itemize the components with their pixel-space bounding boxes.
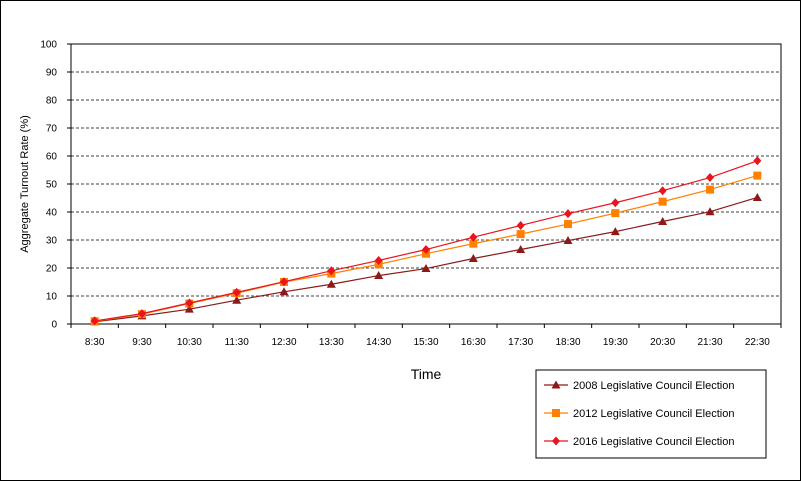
legend-label-2012: 2012 Legislative Council Election <box>573 408 734 420</box>
data-point <box>706 173 714 183</box>
x-tick-label: 10:30 <box>177 337 202 348</box>
legend-marker-2008 <box>551 380 561 389</box>
data-point <box>564 209 572 219</box>
data-point <box>326 279 336 288</box>
legend: 2008 Legislative Council Election 2012 L… <box>535 369 767 459</box>
legend-box <box>535 369 767 459</box>
y-tick-label: 90 <box>46 68 58 79</box>
x-tick-label: 9:30 <box>132 337 152 348</box>
y-tick-label: 60 <box>46 152 58 163</box>
series-layer <box>90 156 762 326</box>
y-tick-label: 100 <box>40 40 57 51</box>
data-point <box>279 287 289 296</box>
legend-entry-2012: 2012 Legislative Council Election <box>544 408 734 420</box>
y-tick-label: 80 <box>46 96 58 107</box>
legend-label-2008: 2008 Legislative Council Election <box>573 380 734 392</box>
x-tick-label: 20:30 <box>650 337 675 348</box>
x-tick-label: 13:30 <box>319 337 344 348</box>
legend-marker-2016 <box>552 436 560 446</box>
data-point <box>563 236 573 245</box>
legend-entry-2016: 2016 Legislative Council Election <box>544 436 734 448</box>
data-point <box>658 197 667 206</box>
x-tick-label: 21:30 <box>697 337 722 348</box>
y-tick-label: 0 <box>51 320 57 331</box>
x-tick-label: 17:30 <box>508 337 533 348</box>
x-tick-label: 11:30 <box>225 337 250 348</box>
x-tick-label: 22:30 <box>745 337 770 348</box>
x-tick-label: 16:30 <box>461 337 486 348</box>
data-point <box>516 230 525 239</box>
y-tick-label: 20 <box>46 264 58 275</box>
data-point <box>658 186 667 196</box>
data-point <box>564 220 572 229</box>
data-point <box>232 287 241 297</box>
x-tick-label: 14:30 <box>366 337 391 348</box>
data-point <box>138 309 146 319</box>
x-tick-label: 19:30 <box>603 337 628 348</box>
x-tick-label: 15:30 <box>413 337 438 348</box>
y-tick-label: 30 <box>46 236 58 247</box>
data-point <box>280 277 288 287</box>
data-point <box>516 220 525 230</box>
x-tick-label: 12:30 <box>271 337 296 348</box>
y-tick-label: 40 <box>46 208 58 219</box>
data-point <box>611 198 620 208</box>
data-point <box>469 239 478 248</box>
x-tick-label: 18:30 <box>555 337 580 348</box>
data-point <box>753 171 762 180</box>
data-point <box>658 217 668 226</box>
data-point <box>374 271 384 280</box>
series-2 <box>90 156 762 326</box>
y-tick-label: 70 <box>46 124 58 135</box>
legend-entry-2008: 2008 Legislative Council Election <box>544 380 734 392</box>
x-axis-ticks: 8:30 9:30 10:30 11:30 12:30 13:30 14:30 15:30 16… <box>70 324 782 348</box>
x-tick-label: 8:30 <box>85 337 105 348</box>
data-point <box>90 316 99 326</box>
x-axis-title: Time <box>411 366 442 382</box>
data-point <box>752 192 762 201</box>
data-point <box>611 209 620 218</box>
y-tick-label: 50 <box>46 180 58 191</box>
data-point <box>421 264 431 273</box>
data-point <box>468 253 478 262</box>
data-point <box>705 207 715 216</box>
y-tick-label: 10 <box>46 292 58 303</box>
data-point <box>232 295 242 304</box>
data-point <box>184 304 194 313</box>
data-point <box>516 245 526 254</box>
data-point <box>374 255 383 265</box>
data-point <box>185 298 194 308</box>
data-point <box>610 227 620 236</box>
data-point <box>753 156 762 166</box>
y-axis-ticks: 0 10 20 30 40 50 60 70 80 90 100 <box>40 40 71 331</box>
data-point <box>422 245 430 255</box>
data-point <box>469 232 478 242</box>
legend-marker-2012 <box>552 409 560 417</box>
y-axis-title: Aggregate Turnout Rate (%) <box>19 115 31 253</box>
legend-label-2016: 2016 Legislative Council Election <box>573 436 734 448</box>
data-point <box>706 185 714 194</box>
data-point <box>327 266 336 276</box>
